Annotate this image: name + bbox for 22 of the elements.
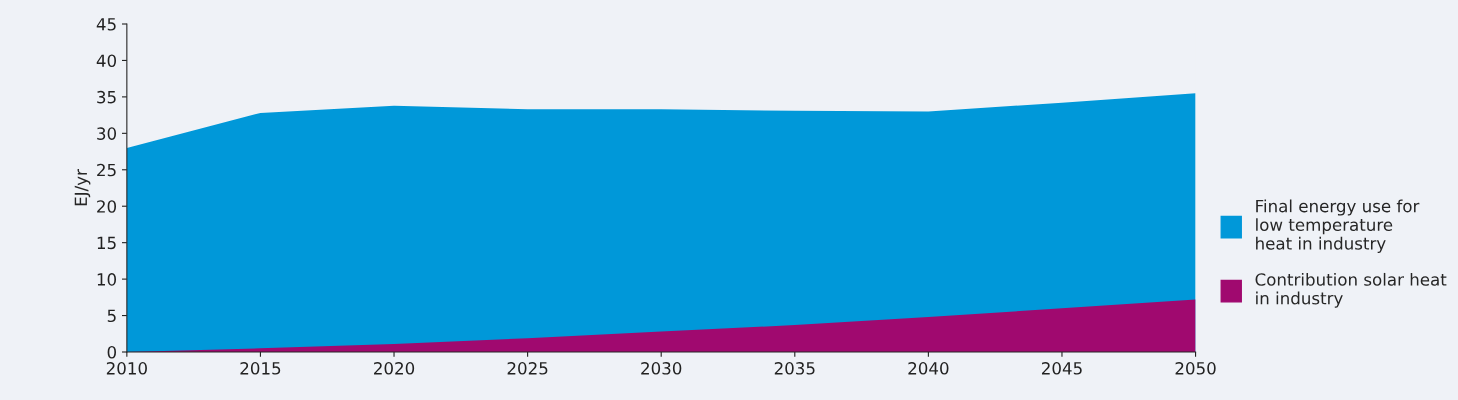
y-tick-label: 45 — [96, 18, 116, 31]
x-tick-label: 2040 — [908, 362, 949, 375]
x-tick-label: 2050 — [1175, 362, 1216, 375]
y-tick-label: 35 — [97, 90, 116, 104]
x-tick-label: 2025 — [507, 362, 548, 375]
y-tick-label: 20 — [97, 200, 117, 213]
legend-label: Final energy use for low temperature heat in industry — [1256, 199, 1420, 253]
x-tick-label: 2035 — [774, 362, 815, 375]
x-tick-label: 2015 — [240, 362, 281, 375]
x-tick-label: 2045 — [1041, 362, 1082, 375]
y-tick-label: 25 — [97, 163, 116, 177]
y-tick-label: 15 — [97, 236, 116, 250]
x-tick-label: 2020 — [374, 362, 415, 375]
y-tick-label: 10 — [97, 273, 117, 286]
legend-label: Contribution solar heat in industry — [1255, 272, 1447, 308]
x-tick-label: 2030 — [641, 362, 682, 375]
y-tick-label: 5 — [107, 309, 116, 323]
y-tick-label: 0 — [107, 345, 117, 359]
y-axis-title: EJ/yr — [74, 169, 91, 206]
x-tick-label: 2010 — [106, 362, 147, 375]
y-tick-label: 40 — [96, 54, 117, 68]
y-tick-label: 30 — [97, 127, 117, 140]
